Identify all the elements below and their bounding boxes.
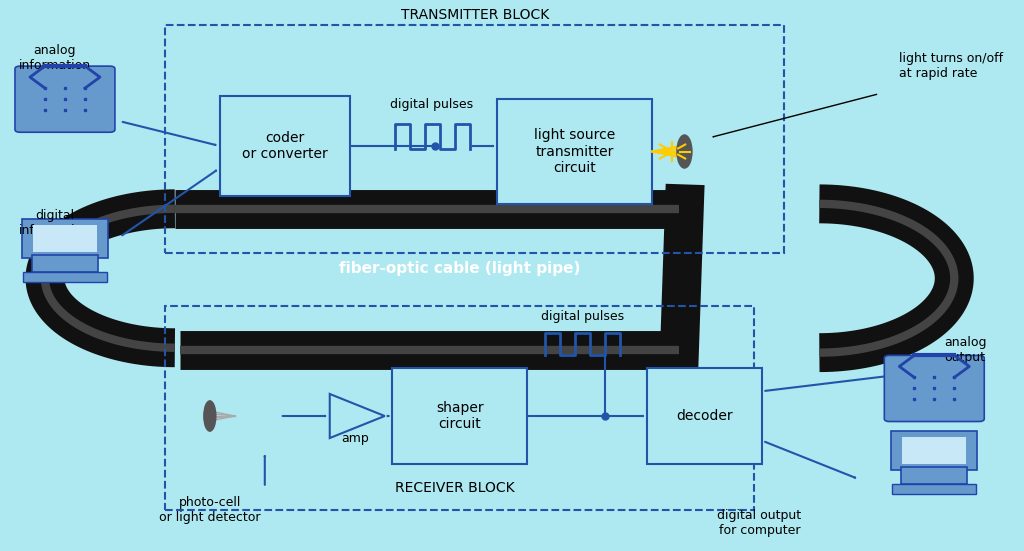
Text: TRANSMITTER BLOCK: TRANSMITTER BLOCK: [400, 8, 549, 23]
Text: digital output
for computer: digital output for computer: [718, 510, 802, 537]
Text: analog
output: analog output: [944, 336, 987, 364]
Text: analog
information: analog information: [18, 44, 91, 72]
Text: amp: amp: [341, 431, 369, 445]
FancyBboxPatch shape: [23, 272, 106, 282]
FancyBboxPatch shape: [901, 467, 968, 484]
Text: shaper
circuit: shaper circuit: [436, 401, 483, 431]
FancyBboxPatch shape: [902, 437, 967, 464]
FancyBboxPatch shape: [497, 99, 652, 204]
FancyBboxPatch shape: [220, 96, 350, 196]
FancyBboxPatch shape: [33, 225, 97, 252]
FancyBboxPatch shape: [892, 484, 976, 494]
FancyBboxPatch shape: [392, 368, 527, 464]
Text: photo-cell
or light detector: photo-cell or light detector: [159, 496, 260, 523]
Ellipse shape: [677, 135, 692, 168]
Text: digital
information: digital information: [18, 209, 91, 237]
Ellipse shape: [248, 397, 272, 435]
FancyBboxPatch shape: [32, 255, 98, 272]
Text: digital pulses: digital pulses: [390, 98, 473, 111]
FancyBboxPatch shape: [15, 66, 115, 132]
FancyBboxPatch shape: [647, 368, 762, 464]
Polygon shape: [330, 394, 385, 438]
FancyBboxPatch shape: [22, 219, 108, 258]
Text: decoder: decoder: [676, 409, 733, 423]
Text: fiber-optic cable (light pipe): fiber-optic cable (light pipe): [339, 261, 581, 276]
Text: digital pulses: digital pulses: [541, 310, 624, 323]
Ellipse shape: [257, 397, 283, 435]
Text: RECEIVER BLOCK: RECEIVER BLOCK: [395, 480, 514, 495]
Text: coder
or converter: coder or converter: [242, 131, 328, 161]
Text: light turns on/off
at rapid rate: light turns on/off at rapid rate: [899, 52, 1004, 80]
Text: light source
transmitter
circuit: light source transmitter circuit: [534, 128, 615, 175]
FancyBboxPatch shape: [891, 431, 977, 470]
FancyBboxPatch shape: [885, 355, 984, 422]
Ellipse shape: [204, 401, 216, 431]
